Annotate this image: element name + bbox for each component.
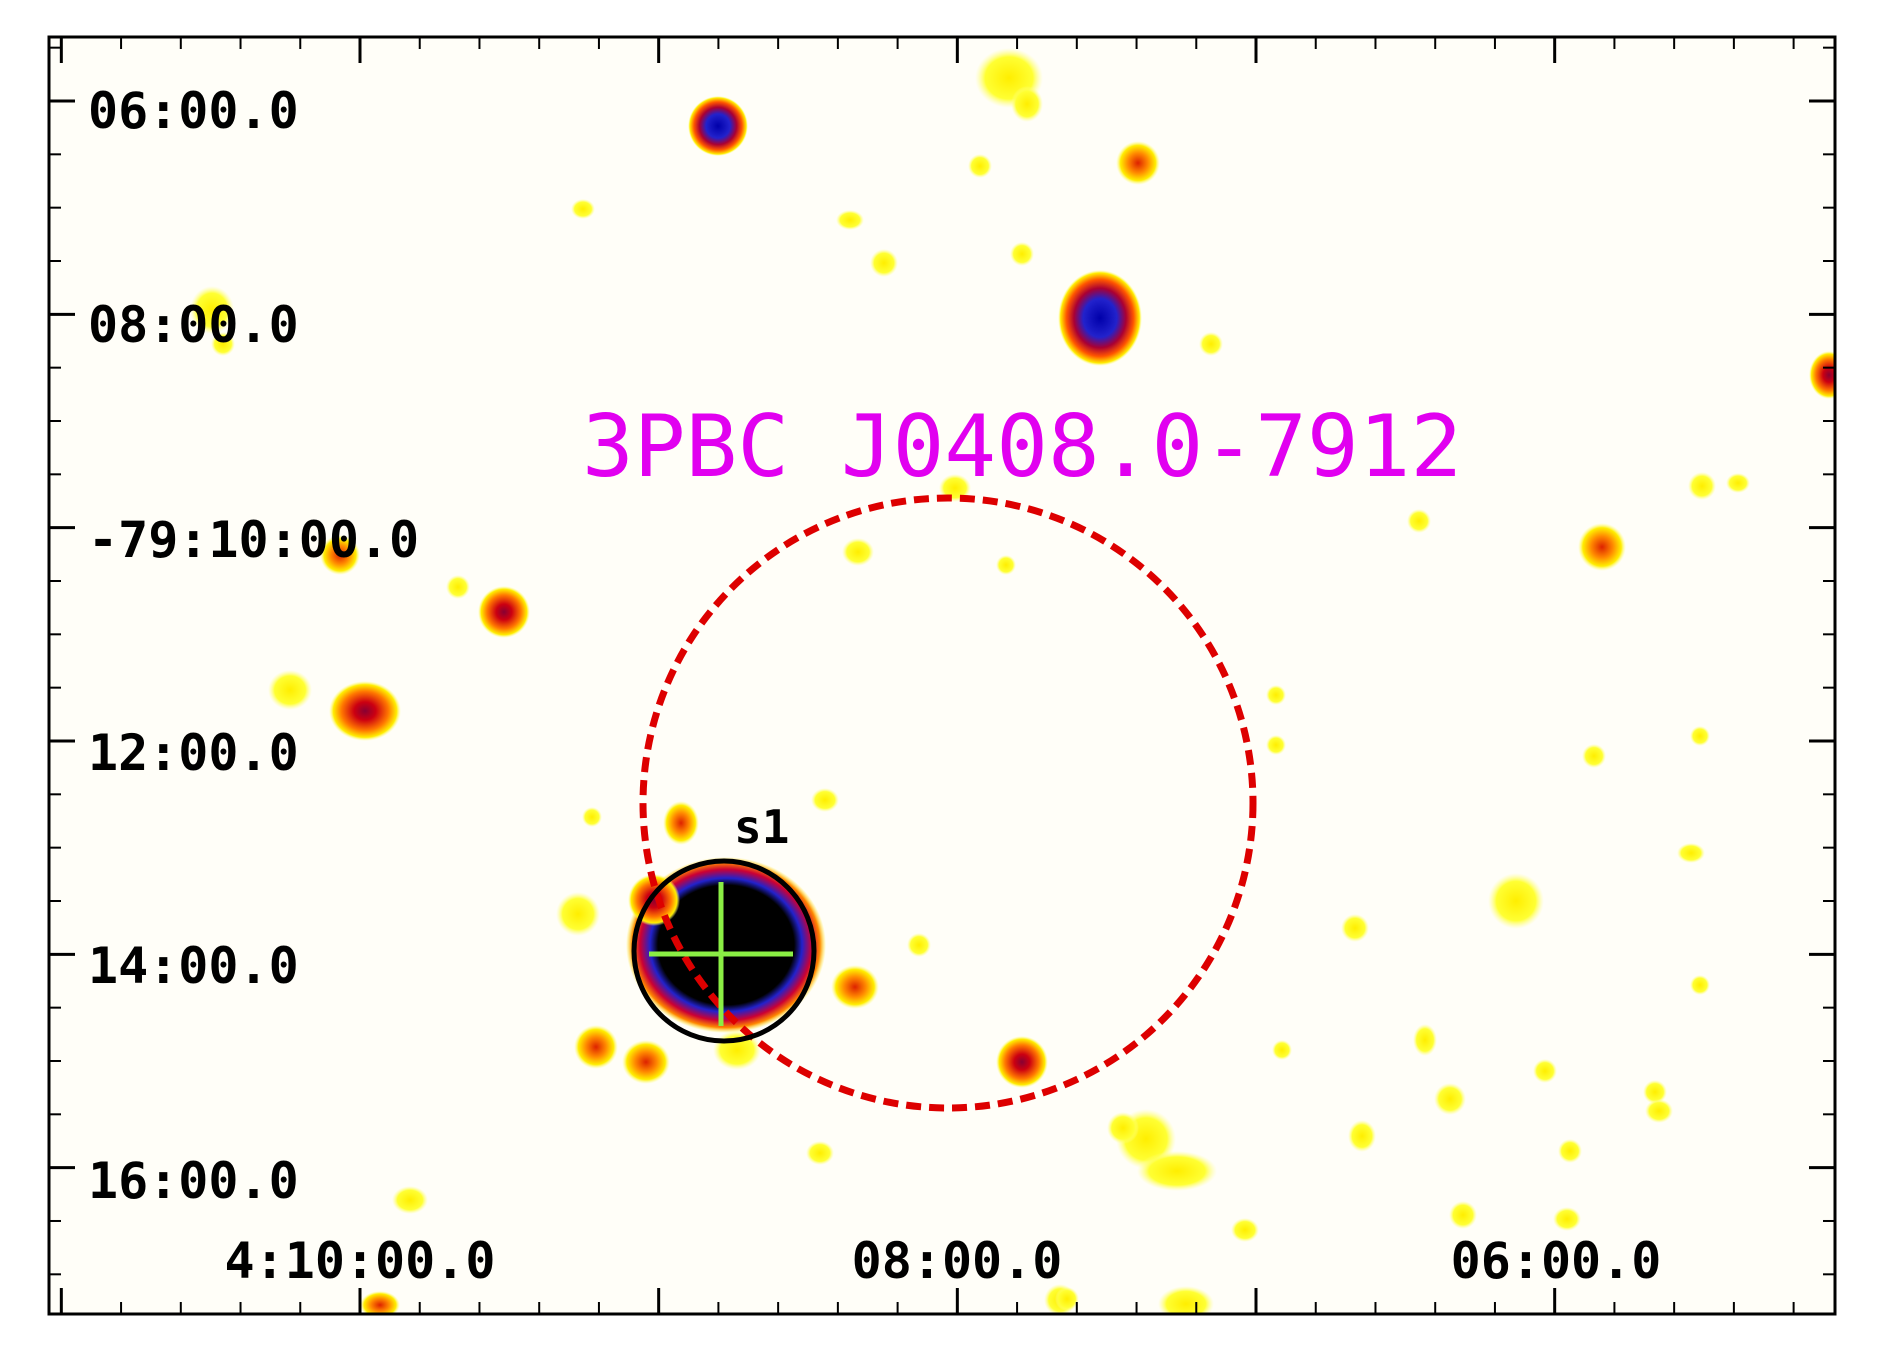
emission-blob	[907, 933, 931, 957]
emission-blob	[806, 1141, 834, 1165]
emission-blob	[320, 535, 360, 575]
emission-blob	[811, 788, 839, 812]
emission-blob	[1137, 1151, 1217, 1191]
emission-blob	[1809, 351, 1835, 399]
ra-label: 4:10:00.0	[225, 1232, 496, 1290]
dec-label: 14:00.0	[88, 937, 299, 995]
emission-blob	[1199, 332, 1223, 356]
crosshair-marker	[649, 882, 793, 1026]
emission-blob	[1116, 141, 1160, 185]
emission-blob	[1578, 523, 1626, 571]
emission-blob	[392, 1186, 428, 1214]
error-circle	[639, 494, 1257, 1112]
emission-blob	[1582, 744, 1606, 768]
emission-blob	[1348, 1120, 1376, 1152]
emission-blob	[1533, 1059, 1557, 1083]
source-title: 3PBC J0408.0-7912	[582, 397, 1462, 497]
ra-axis-labels: 4:10:00.0 08:00.0 06:00.0	[225, 1232, 1662, 1290]
emission-blob	[831, 965, 879, 1009]
emission-blob	[1266, 685, 1286, 705]
emission-blob	[1553, 1207, 1581, 1231]
emission-blob	[1690, 726, 1710, 746]
emission-blob	[574, 1025, 618, 1069]
ra-label: 06:00.0	[1451, 1232, 1662, 1290]
emission-blob	[842, 538, 874, 566]
emission-blob	[329, 681, 401, 741]
emission-blob	[622, 1040, 670, 1084]
emission-blob	[211, 332, 235, 356]
emission-blob	[968, 154, 992, 178]
source-circle[interactable]	[631, 858, 817, 1044]
emission-blob	[1677, 843, 1705, 863]
emission-blob	[571, 199, 595, 219]
emission-blob	[688, 96, 748, 156]
emission-blob	[870, 249, 898, 277]
emission-blob	[1726, 473, 1750, 493]
image-background	[49, 37, 1835, 1314]
emission-blob	[1011, 86, 1043, 122]
emission-blob	[1449, 1201, 1477, 1229]
emission-blob	[1231, 1218, 1259, 1242]
dec-label: 08:00.0	[88, 296, 299, 354]
dec-label: 12:00.0	[88, 724, 299, 782]
emission-blob	[1643, 1080, 1667, 1104]
emission-blob	[1058, 270, 1142, 366]
emission-blob	[1434, 1083, 1466, 1115]
emission-blob	[360, 1291, 400, 1314]
ra-label: 08:00.0	[852, 1232, 1063, 1290]
dec-axis-labels: 06:00.0 08:00.0 -79:10:00.0 12:00.0 14:0…	[88, 82, 419, 1210]
emission-blob	[1341, 914, 1369, 942]
emission-blob	[556, 892, 600, 936]
emission-blob	[663, 801, 699, 845]
emission-blob	[1413, 1024, 1437, 1056]
emission-blob	[1688, 472, 1716, 500]
emission-blob	[1488, 873, 1544, 929]
emission-blob	[1690, 975, 1710, 995]
emission-blob	[190, 286, 234, 334]
emission-blob	[1266, 735, 1286, 755]
dec-label: -79:10:00.0	[88, 511, 419, 569]
dec-label: 06:00.0	[88, 82, 299, 140]
source-label-s1: s1	[734, 800, 789, 854]
emission-blob	[996, 555, 1016, 575]
axis-ticks	[49, 37, 1835, 1314]
emission-blob	[268, 670, 312, 710]
emission-blob	[1272, 1040, 1292, 1060]
emission-blob	[478, 586, 530, 638]
emission-blob	[1055, 1287, 1079, 1311]
emission-blob	[1645, 1099, 1673, 1123]
emission-blob	[1107, 1112, 1139, 1144]
emission-blob	[996, 1036, 1048, 1088]
emission-blob	[446, 575, 470, 599]
emission-blob	[1158, 1286, 1214, 1314]
dec-label: 16:00.0	[88, 1152, 299, 1210]
emission-blob	[1010, 242, 1034, 266]
emission-blob	[582, 807, 602, 827]
plot-frame	[47, 35, 1837, 1316]
emission-blob	[1407, 509, 1431, 533]
emission-blob	[1558, 1139, 1582, 1163]
emission-blob	[836, 210, 864, 230]
